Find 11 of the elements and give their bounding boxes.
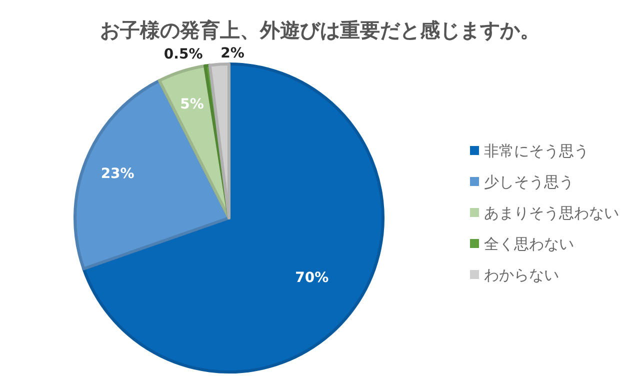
legend-label: あまりそう思わない: [484, 204, 619, 222]
legend-label: 少しそう思う: [484, 173, 574, 191]
data-label: 70%: [295, 270, 329, 286]
data-label: 5%: [180, 96, 204, 113]
data-label: 23%: [100, 166, 134, 182]
chart-title: お子様の発育上、外遊びは重要だと感じますか。: [100, 18, 540, 42]
legend-label: 全く思わない: [484, 235, 574, 253]
legend-label: 非常にそう思う: [484, 142, 589, 160]
data-label: 0.5%: [164, 46, 203, 63]
legend-label: わからない: [484, 266, 559, 284]
data-label: 2%: [220, 45, 244, 62]
